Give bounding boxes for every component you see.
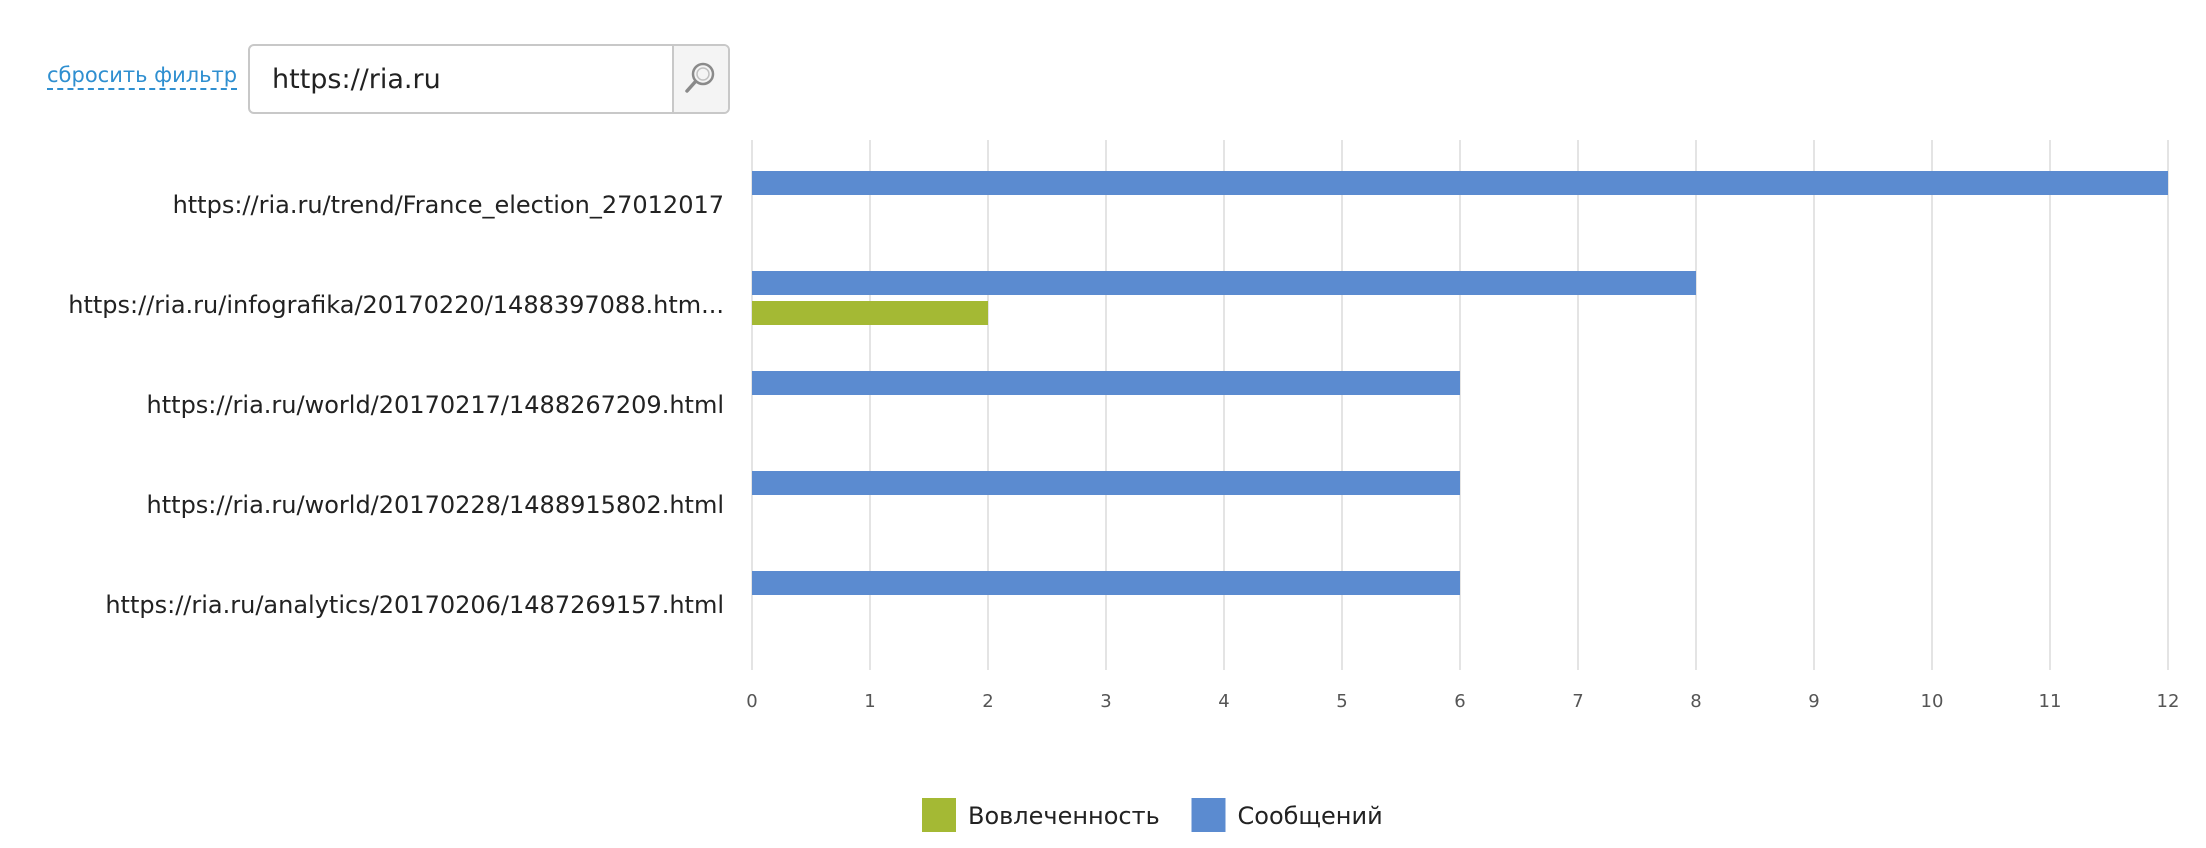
legend-swatch — [1191, 798, 1226, 832]
x-tick-label: 4 — [1218, 691, 1229, 712]
x-tick-label: 12 — [2157, 691, 2180, 712]
x-tick-label: 3 — [1100, 691, 1111, 712]
x-tick-label: 7 — [1572, 691, 1583, 712]
x-tick-label: 8 — [1690, 691, 1701, 712]
search-input[interactable] — [250, 46, 670, 112]
x-tick-label: 11 — [2039, 691, 2062, 712]
reset-filter-link[interactable]: сбросить фильтр — [47, 62, 238, 90]
legend-label: Сообщений — [1238, 802, 1383, 830]
bars — [752, 171, 2168, 595]
x-tick-labels: 0 1 2 3 4 5 6 7 8 9 10 11 12 — [746, 691, 2179, 712]
x-tick-label: 10 — [1921, 691, 1944, 712]
bar — [752, 171, 2168, 195]
category-labels: https://ria.ru/trend/France_election_270… — [68, 191, 724, 619]
search-button[interactable] — [672, 46, 728, 112]
legend-item: Сообщений — [1191, 798, 1383, 832]
bar — [752, 571, 1460, 595]
x-tick-label: 6 — [1454, 691, 1465, 712]
x-tick-label: 5 — [1336, 691, 1347, 712]
category-label: https://ria.ru/infografika/20170220/1488… — [68, 291, 724, 319]
search-box — [248, 44, 730, 114]
category-label: https://ria.ru/trend/France_election_270… — [173, 191, 724, 219]
x-tick-label: 2 — [982, 691, 993, 712]
legend-label: Вовлеченность — [968, 802, 1160, 830]
category-label: https://ria.ru/world/20170228/1488915802… — [147, 491, 724, 519]
legend-swatch — [922, 798, 956, 832]
category-label: https://ria.ru/analytics/20170206/148726… — [105, 591, 724, 619]
bar — [752, 271, 1696, 295]
bar — [752, 371, 1460, 395]
x-tick-label: 9 — [1808, 691, 1819, 712]
bar — [752, 301, 988, 325]
bar — [752, 471, 1460, 495]
x-tick-label: 1 — [864, 691, 875, 712]
magnifier-icon — [685, 62, 715, 93]
legend: Вовлеченность Сообщений — [922, 798, 1383, 832]
x-tick-label: 0 — [746, 691, 757, 712]
legend-item: Вовлеченность — [922, 798, 1160, 832]
category-label: https://ria.ru/world/20170217/1488267209… — [147, 391, 724, 419]
